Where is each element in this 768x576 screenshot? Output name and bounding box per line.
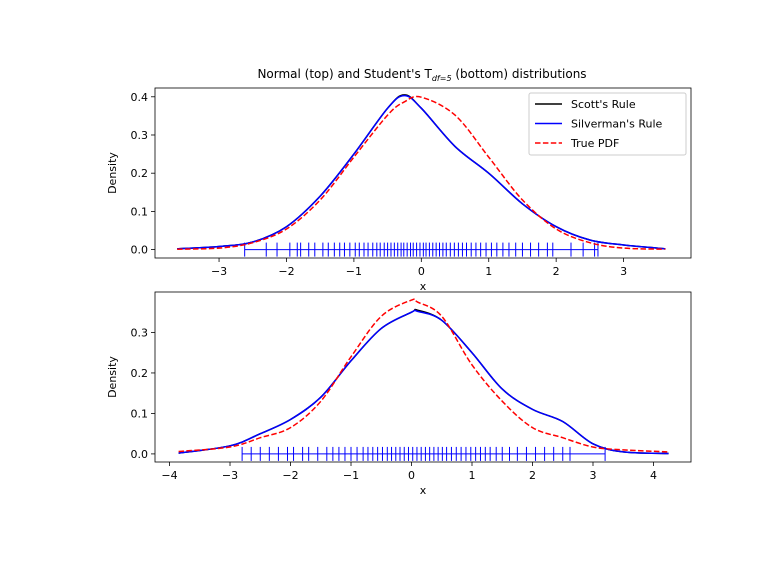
bottom-xtick-label: 0 (408, 469, 415, 482)
top-xtick-label: −1 (346, 265, 362, 278)
legend-label: True PDF (570, 137, 619, 150)
top-xtick-label: 1 (485, 265, 492, 278)
bottom-ylabel: Density (106, 356, 119, 398)
bottom-xtick-label: −3 (222, 469, 238, 482)
legend-label: Scott's Rule (571, 98, 636, 111)
bottom-xtick-label: 3 (589, 469, 596, 482)
top-ytick-label: 0.1 (131, 205, 149, 218)
bottom-xtick-label: −2 (282, 469, 298, 482)
bottom-ytick-label: 0.0 (131, 448, 149, 461)
top-panel: −3 −2 −1 0 1 2 3 0.0 0.1 0.2 0.3 0.4 x Density Scott's… (106, 87, 692, 293)
bottom-panel: −4 −3 −2 −1 0 1 2 3 4 0.0 0.1 0.2 0.3 x Density (106, 291, 692, 497)
top-series-true-pdf (177, 95, 666, 250)
bottom-xtick-label: −4 (161, 469, 177, 482)
legend-label: Silverman's Rule (571, 118, 663, 131)
top-ytick-label: 0.4 (131, 91, 149, 104)
top-xtick-label: 0 (418, 265, 425, 278)
top-series-silverman-s-rule (177, 94, 666, 250)
bottom-xtick-label: 4 (650, 469, 657, 482)
top-xtick-label: 2 (553, 265, 560, 278)
bottom-xtick-label: −1 (343, 469, 359, 482)
bottom-xtick-label: 2 (529, 469, 536, 482)
top-ytick-label: 0.2 (131, 167, 149, 180)
bottom-axes-frame (154, 291, 692, 463)
bottom-series-silverman-s-rule (178, 309, 669, 455)
bottom-series-true-pdf (178, 298, 669, 453)
bottom-ytick-label: 0.3 (131, 326, 149, 339)
legend: Scott's Rule Silverman's Rule True PDF (528, 92, 687, 156)
bottom-ytick-label: 0.2 (131, 367, 149, 380)
bottom-xtick-label: 1 (469, 469, 476, 482)
top-xlabel: x (420, 280, 427, 293)
top-ylabel: Density (106, 152, 119, 194)
bottom-series-scott-s-rule (178, 308, 669, 455)
chart-title: Normal (top) and Student's Tdf=5 (bottom… (257, 67, 586, 83)
bottom-xlabel: x (420, 484, 427, 497)
top-xtick-label: 3 (620, 265, 627, 278)
top-ytick-label: 0.0 (131, 244, 149, 257)
top-ytick-label: 0.3 (131, 129, 149, 142)
top-axes-frame (154, 87, 692, 259)
top-xtick-label: −3 (211, 265, 227, 278)
legend-box (528, 92, 687, 156)
bottom-ytick-label: 0.1 (131, 407, 149, 420)
top-xtick-label: −2 (278, 265, 294, 278)
